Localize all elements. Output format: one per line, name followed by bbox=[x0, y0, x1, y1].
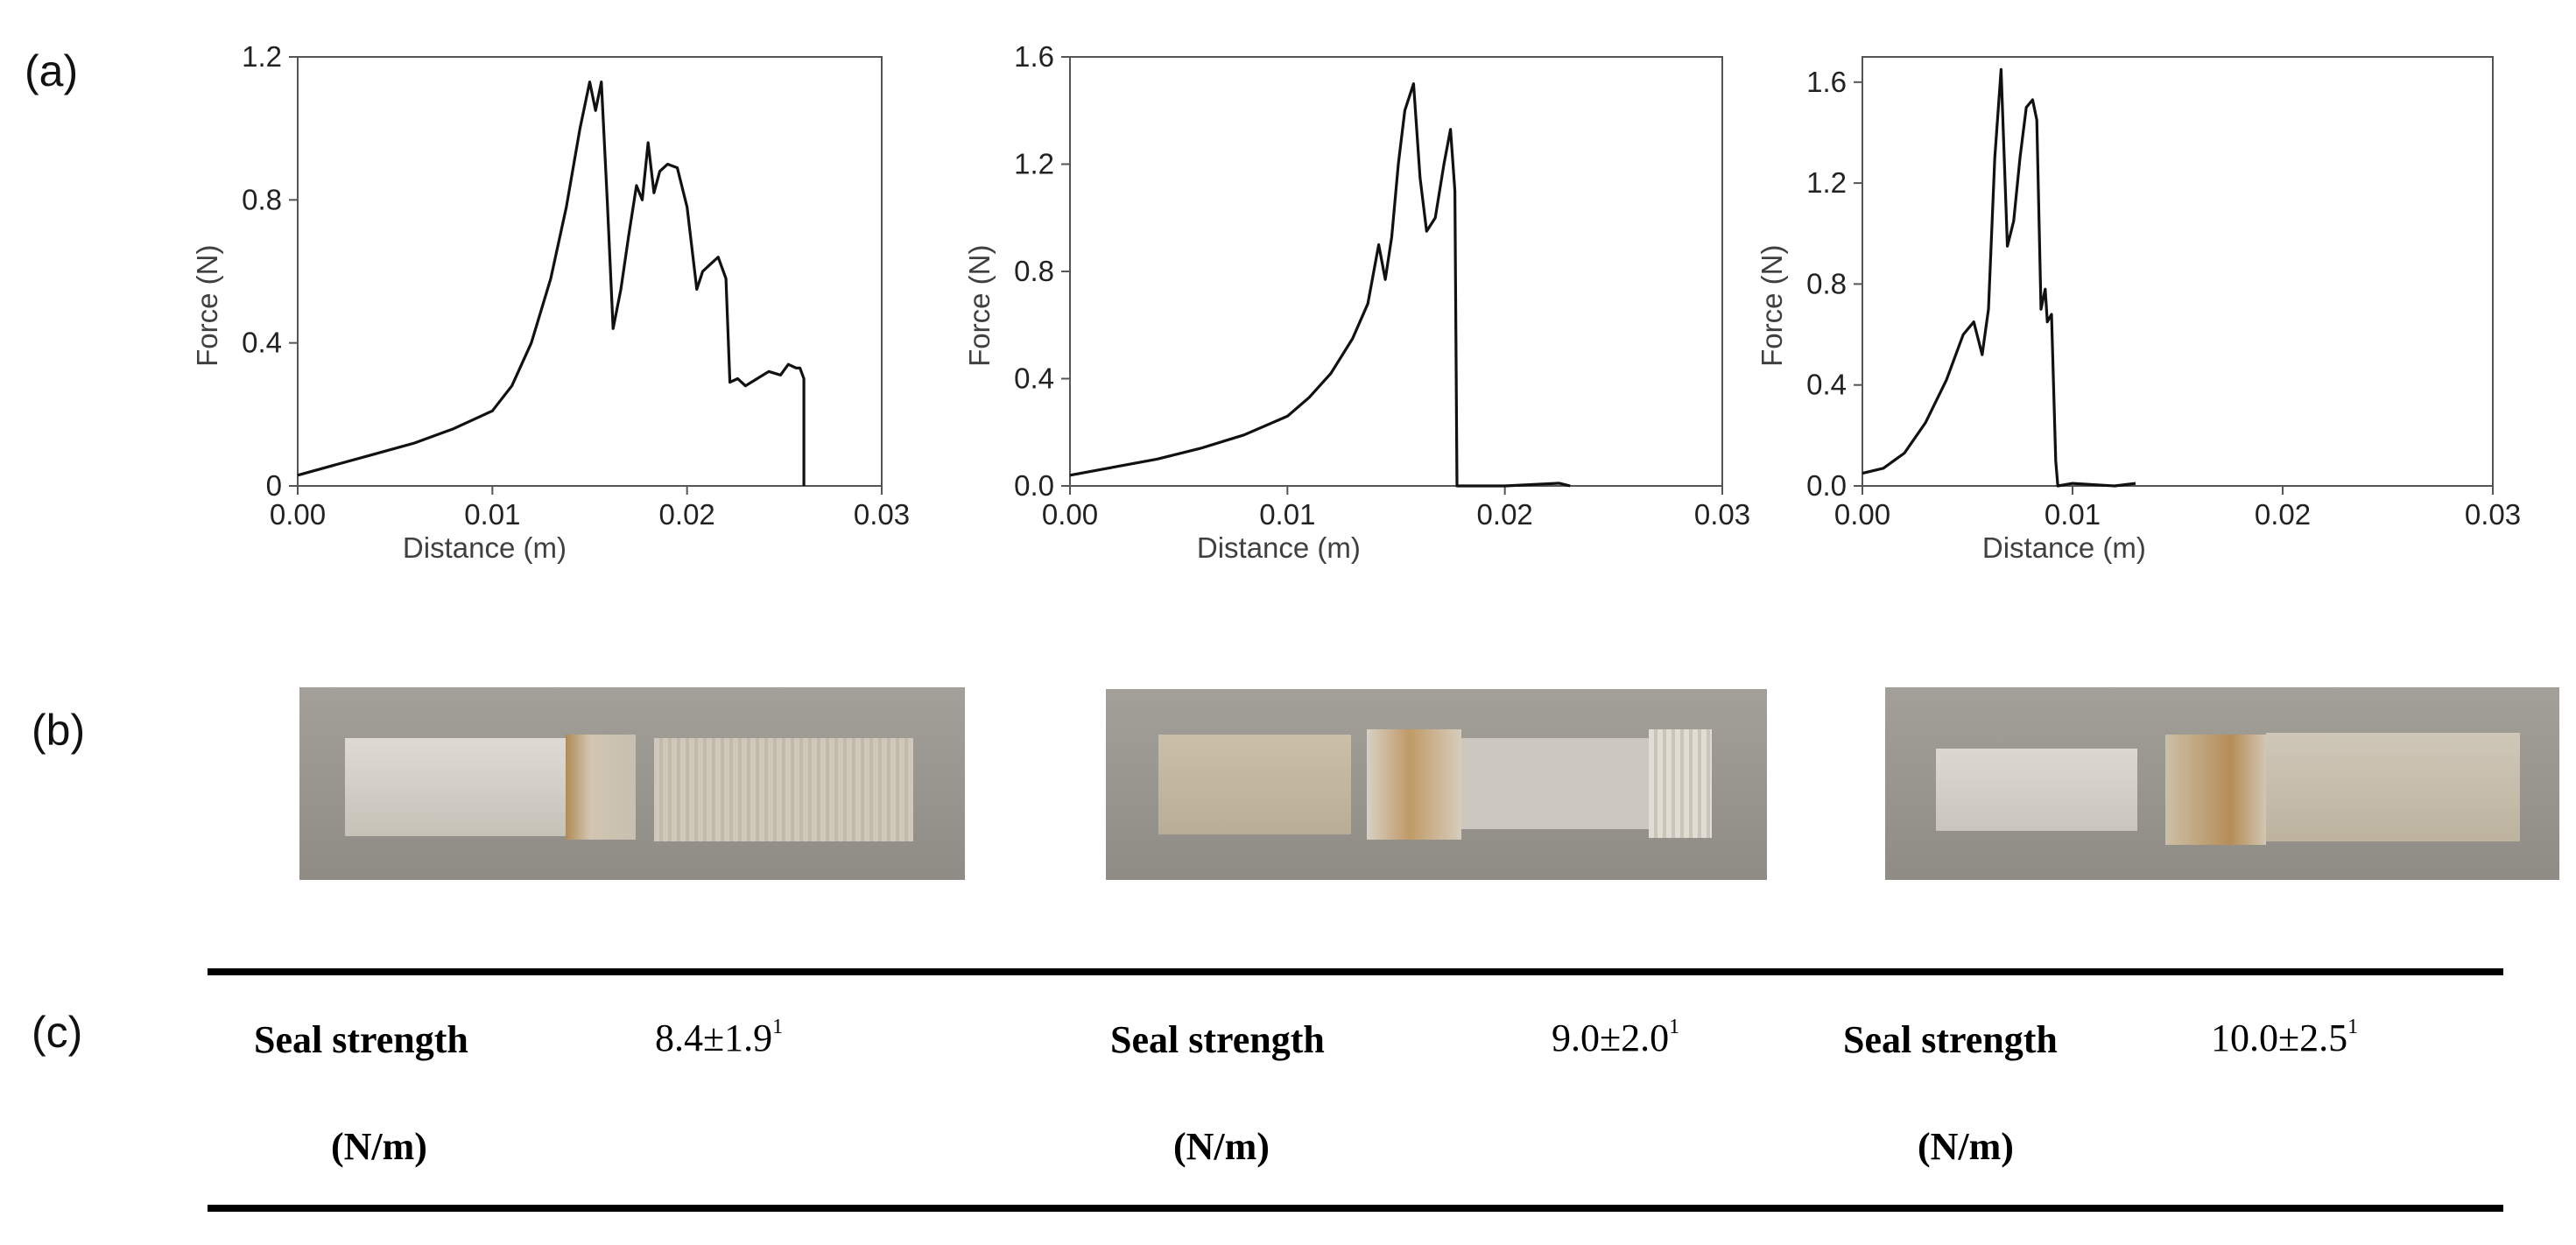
seal-strength-unit-3: (N/m) bbox=[1918, 1125, 2014, 1168]
panel-label-b: (b) bbox=[32, 706, 86, 755]
y-axis-title: Force (N) bbox=[191, 245, 223, 367]
force-distance-line bbox=[1069, 81, 1571, 488]
strip-right bbox=[2266, 733, 2520, 841]
x-axis-title: Distance (m) bbox=[1982, 531, 2146, 564]
seal-strength-label-1: Seal strength bbox=[254, 1018, 468, 1061]
y-tick-label: 1.2 bbox=[1014, 148, 1054, 180]
y-tick-label: 0.4 bbox=[1014, 362, 1054, 395]
y-tick-label: 0.8 bbox=[1014, 255, 1054, 287]
chart-3: 0.00 0.01 0.02 0.03 0.0 0.4 0.8 1.2 1.6 Distance … bbox=[1756, 56, 2521, 564]
y-tick-label: 0.0 bbox=[1806, 469, 1847, 502]
x-tick-label: 0.00 bbox=[1042, 498, 1098, 531]
chart-1: 0.00 0.01 0.02 0.03 0 0.4 0.8 1.2 Distance (m) Fo… bbox=[191, 40, 910, 564]
y-tick-label: 0.4 bbox=[1806, 369, 1847, 401]
force-distance-line bbox=[1862, 67, 2136, 488]
x-axis-title: Distance (m) bbox=[403, 531, 567, 564]
force-distance-line bbox=[297, 80, 806, 486]
x-tick-label: 0.00 bbox=[270, 498, 326, 531]
superscript: 1 bbox=[2347, 1016, 2359, 1039]
peel-sample-photo-2 bbox=[1106, 689, 1767, 880]
x-tick-label: 0.02 bbox=[2255, 498, 2311, 531]
peel-sample-photo-1 bbox=[299, 687, 965, 880]
strip-left bbox=[1936, 749, 2137, 831]
seal-strength-unit-1: (N/m) bbox=[331, 1125, 427, 1168]
panel-label-c: (c) bbox=[32, 1008, 83, 1057]
seal-zone bbox=[566, 735, 636, 840]
x-tick-label: 0.01 bbox=[464, 498, 520, 531]
y-tick-label: 1.2 bbox=[242, 40, 282, 73]
x-tick-label: 0.02 bbox=[659, 498, 715, 531]
strip-left bbox=[1158, 735, 1351, 834]
x-tick-label: 0.03 bbox=[854, 498, 910, 531]
y-tick-label: 0.8 bbox=[1806, 267, 1847, 299]
seal-strength-label-2: Seal strength bbox=[1110, 1018, 1325, 1061]
strip-left bbox=[345, 738, 566, 836]
panel-label-a: (a) bbox=[25, 46, 79, 95]
y-tick-label: 0.8 bbox=[242, 183, 282, 215]
superscript: 1 bbox=[1669, 1016, 1680, 1039]
seal-zone bbox=[2165, 735, 2266, 845]
y-tick-label: 1.6 bbox=[1014, 40, 1054, 73]
superscript: 1 bbox=[772, 1016, 784, 1039]
chart-2: 0.00 0.01 0.02 0.03 0.0 0.4 0.8 1.2 1.6 Distance … bbox=[963, 40, 1750, 564]
x-tick-label: 0.03 bbox=[1694, 498, 1750, 531]
value-text: 9.0±2.0 bbox=[1552, 1016, 1670, 1059]
seal-strength-label-3: Seal strength bbox=[1843, 1018, 2058, 1061]
strip-end bbox=[1649, 729, 1712, 838]
strip-right bbox=[654, 738, 913, 841]
plot-frame bbox=[1069, 56, 1723, 487]
y-axis-title: Force (N) bbox=[963, 245, 996, 367]
x-axis-title: Distance (m) bbox=[1197, 531, 1361, 564]
table-top-rule bbox=[208, 968, 2503, 975]
x-tick-label: 0.03 bbox=[2465, 498, 2521, 531]
plot-frame bbox=[297, 56, 883, 487]
y-tick-label: 0 bbox=[266, 469, 282, 502]
y-tick-label: 0.0 bbox=[1014, 469, 1054, 502]
x-tick-label: 0.00 bbox=[1834, 498, 1890, 531]
value-text: 10.0±2.5 bbox=[2211, 1016, 2348, 1059]
y-tick-label: 0.4 bbox=[242, 327, 282, 359]
plot-frame bbox=[1862, 56, 2494, 487]
y-tick-label: 1.6 bbox=[1806, 66, 1847, 98]
seal-zone bbox=[1367, 729, 1461, 840]
strip-right bbox=[1461, 738, 1673, 829]
seal-strength-value-2: 9.0±2.01 bbox=[1552, 1016, 1679, 1060]
x-tick-label: 0.01 bbox=[2045, 498, 2101, 531]
seal-strength-value-1: 8.4±1.91 bbox=[655, 1016, 783, 1060]
x-tick-label: 0.02 bbox=[1477, 498, 1533, 531]
table-bottom-rule bbox=[208, 1205, 2503, 1212]
seal-strength-unit-2: (N/m) bbox=[1173, 1125, 1270, 1168]
y-axis-title: Force (N) bbox=[1756, 245, 1788, 367]
peel-sample-photo-3 bbox=[1885, 687, 2559, 880]
force-distance-charts: 0.00 0.01 0.02 0.03 0 0.4 0.8 1.2 Distance (m) Fo… bbox=[191, 40, 2521, 564]
value-text: 8.4±1.9 bbox=[655, 1016, 773, 1059]
seal-strength-value-3: 10.0±2.51 bbox=[2211, 1016, 2358, 1060]
x-tick-label: 0.01 bbox=[1259, 498, 1315, 531]
y-tick-label: 1.2 bbox=[1806, 166, 1847, 199]
